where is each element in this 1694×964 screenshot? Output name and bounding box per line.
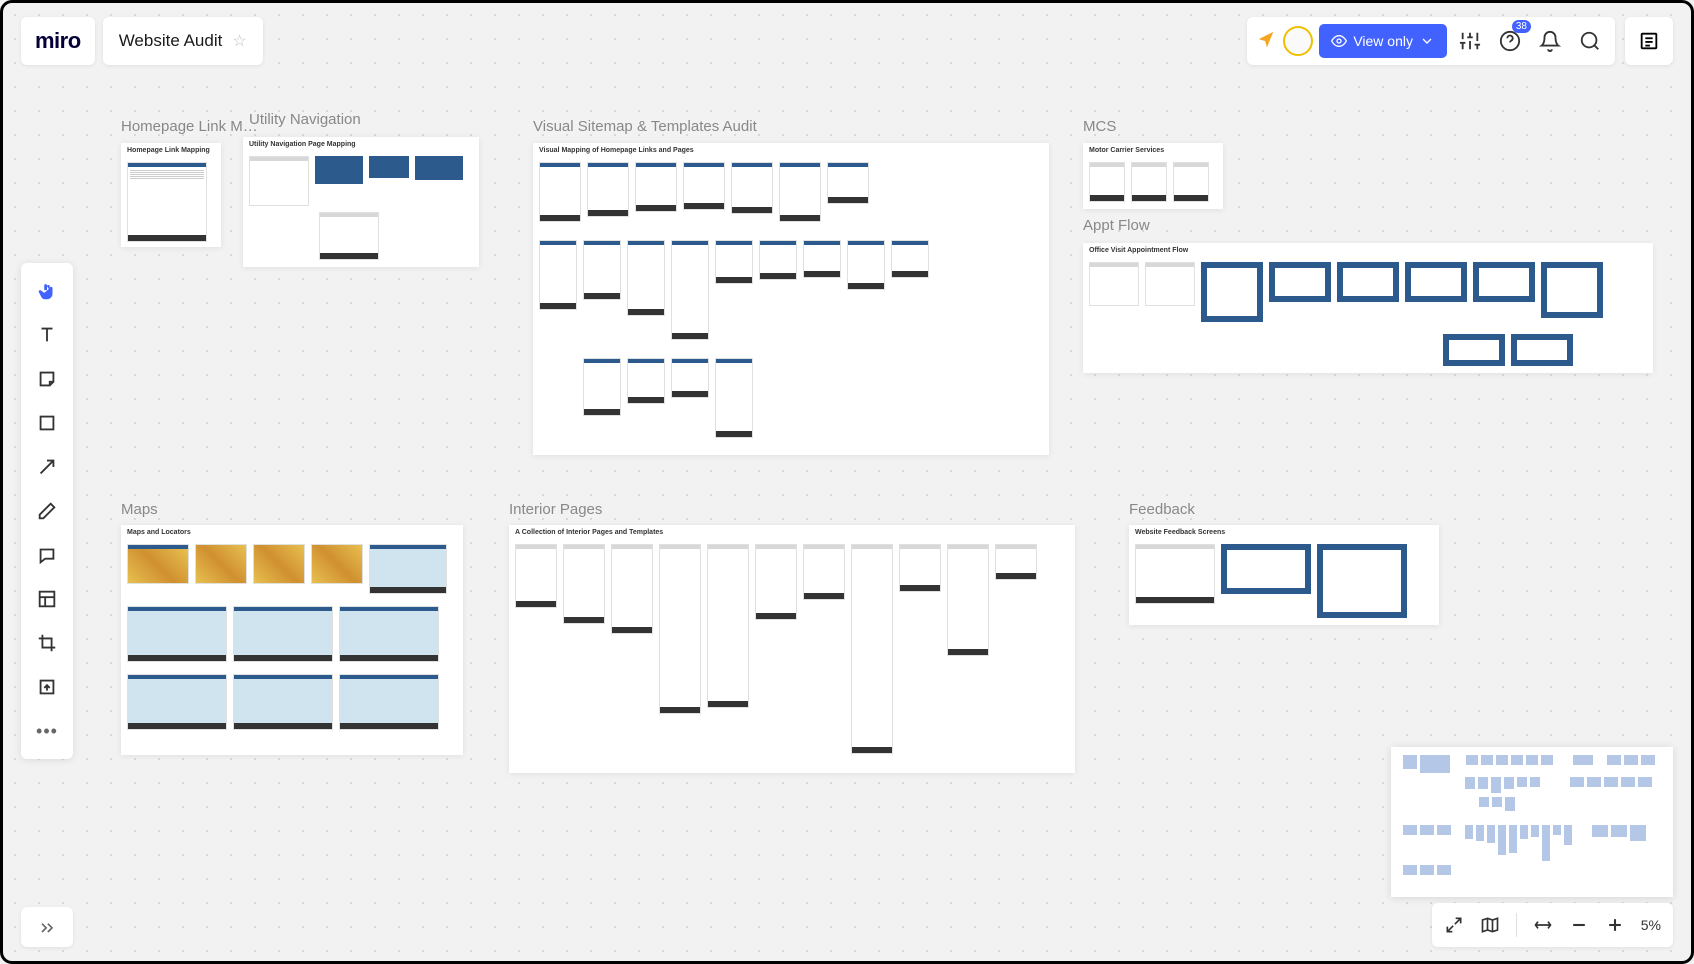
help-icon: [1499, 30, 1521, 52]
frame-interior[interactable]: A Collection of Interior Pages and Templ…: [509, 525, 1075, 773]
zoom-out-button[interactable]: [1569, 915, 1589, 935]
minus-icon: [1569, 915, 1589, 935]
tool-upload[interactable]: [27, 667, 67, 707]
logo-text: miro: [35, 28, 81, 54]
sticky-icon: [36, 368, 58, 390]
frame-label-sitemap[interactable]: Visual Sitemap & Templates Audit: [533, 118, 757, 135]
separator: [1516, 913, 1517, 937]
frame-appt[interactable]: Office Visit Appointment Flow: [1083, 243, 1653, 373]
fit-icon: [1533, 915, 1553, 935]
frame-label-maps[interactable]: Maps: [121, 501, 158, 518]
hand-icon: [36, 280, 58, 302]
tool-comment[interactable]: [27, 535, 67, 575]
side-panel-button[interactable]: [1625, 17, 1673, 65]
star-icon[interactable]: ☆: [232, 31, 246, 51]
view-only-button[interactable]: View only: [1319, 24, 1447, 58]
collab-group: View only 38: [1247, 17, 1615, 65]
frame-label-homepage[interactable]: Homepage Link M…: [121, 118, 258, 135]
settings-button[interactable]: [1453, 24, 1487, 58]
minimap[interactable]: [1391, 747, 1673, 897]
arrow-icon: [36, 456, 58, 478]
pen-icon: [36, 500, 58, 522]
tool-crop[interactable]: [27, 623, 67, 663]
frame-title: Motor Carrier Services: [1083, 143, 1223, 158]
frame-label-appt[interactable]: Appt Flow: [1083, 217, 1150, 234]
frame-maps[interactable]: Maps and Locators: [121, 525, 463, 755]
topright: View only 38: [1247, 17, 1673, 65]
fullscreen-icon: [1444, 915, 1464, 935]
zoom-in-button[interactable]: [1605, 915, 1625, 935]
search-button[interactable]: [1573, 24, 1607, 58]
zoom-bar: 5%: [1432, 903, 1673, 947]
frame-label-mcs[interactable]: MCS: [1083, 118, 1116, 135]
frame-label-utility[interactable]: Utility Navigation: [249, 111, 361, 128]
crop-icon: [36, 632, 58, 654]
tool-hand[interactable]: [27, 271, 67, 311]
tool-frame[interactable]: [27, 579, 67, 619]
fullscreen-button[interactable]: [1444, 915, 1464, 935]
frame-sitemap[interactable]: Visual Mapping of Homepage Links and Pag…: [533, 143, 1049, 455]
frame-title: Homepage Link Mapping: [121, 143, 221, 158]
fit-button[interactable]: [1533, 915, 1553, 935]
layout-icon: [36, 588, 58, 610]
plus-icon: [1605, 915, 1625, 935]
cursor-icon: [1255, 30, 1277, 52]
frame-label-interior[interactable]: Interior Pages: [509, 501, 602, 518]
tool-pen[interactable]: [27, 491, 67, 531]
chevrons-right-icon: [37, 920, 57, 934]
map-icon: [1480, 915, 1500, 935]
frame-title: A Collection of Interior Pages and Templ…: [509, 525, 1075, 540]
board-title-box[interactable]: Website Audit ☆: [103, 17, 263, 65]
search-icon: [1579, 30, 1601, 52]
square-icon: [36, 412, 58, 434]
frame-label-feedback[interactable]: Feedback: [1129, 501, 1195, 518]
map-toggle-button[interactable]: [1480, 915, 1500, 935]
tool-more[interactable]: •••: [27, 711, 67, 751]
help-button[interactable]: 38: [1493, 24, 1527, 58]
notifications-button[interactable]: [1533, 24, 1567, 58]
frame-title: Maps and Locators: [121, 525, 463, 540]
frame-title: Website Feedback Screens: [1129, 525, 1439, 540]
tool-sticky[interactable]: [27, 359, 67, 399]
zoom-value[interactable]: 5%: [1641, 917, 1661, 933]
topbar: miro Website Audit ☆: [21, 17, 263, 65]
avatar[interactable]: [1283, 26, 1313, 56]
tool-text[interactable]: [27, 315, 67, 355]
frame-title: Visual Mapping of Homepage Links and Pag…: [533, 143, 1049, 158]
tool-arrow[interactable]: [27, 447, 67, 487]
chevron-down-icon: [1419, 33, 1435, 49]
frame-feedback[interactable]: Website Feedback Screens: [1129, 525, 1439, 625]
left-toolbar: •••: [21, 263, 73, 759]
frame-title: Office Visit Appointment Flow: [1083, 243, 1653, 258]
help-badge: 38: [1512, 20, 1531, 33]
board-title: Website Audit: [119, 31, 223, 51]
text-icon: [36, 324, 58, 346]
frame-title: Utility Navigation Page Mapping: [243, 137, 479, 152]
upload-icon: [36, 676, 58, 698]
frame-mcs[interactable]: Motor Carrier Services: [1083, 143, 1223, 209]
view-only-label: View only: [1353, 33, 1413, 49]
tool-shape[interactable]: [27, 403, 67, 443]
panel-icon: [1638, 30, 1660, 52]
frame-utility[interactable]: Utility Navigation Page Mapping: [243, 137, 479, 267]
bell-icon: [1539, 30, 1561, 52]
frame-homepage[interactable]: Homepage Link Mapping: [121, 143, 221, 247]
sliders-icon: [1459, 30, 1481, 52]
expand-button[interactable]: [21, 907, 73, 947]
logo-button[interactable]: miro: [21, 17, 95, 65]
comment-icon: [36, 544, 58, 566]
eye-icon: [1331, 33, 1347, 49]
